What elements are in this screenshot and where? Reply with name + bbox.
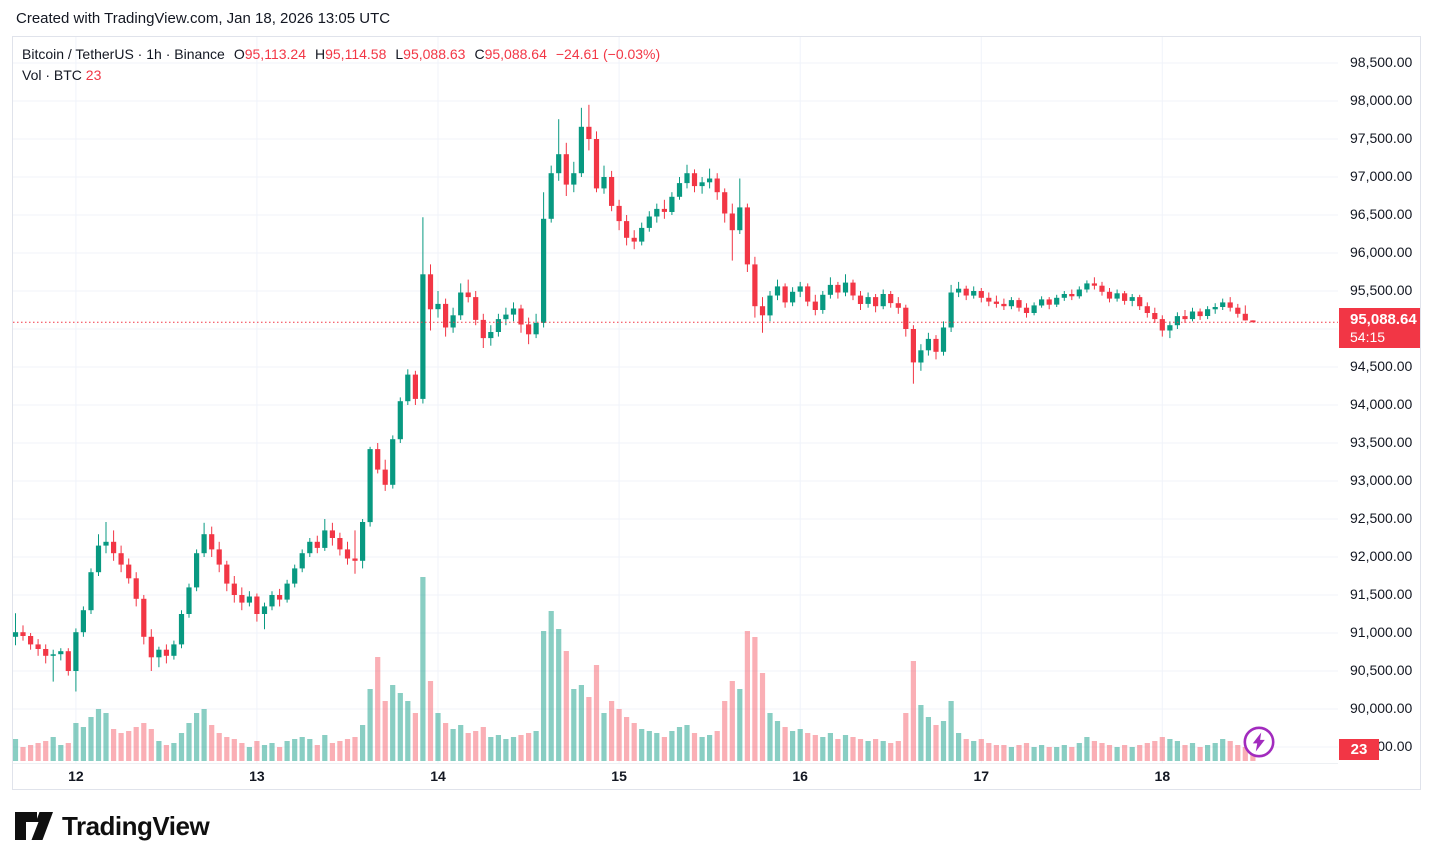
chart-widget: Bitcoin / TetherUS · 1h · Binance O95,113…	[12, 36, 1421, 790]
last-price-badge: 95,088.64 54:15	[1339, 308, 1420, 349]
boost-button[interactable]	[1242, 725, 1276, 759]
volume-label: Vol · BTC	[22, 67, 82, 83]
tradingview-logo-text: TradingView	[62, 810, 210, 841]
grid-layer	[13, 37, 1338, 763]
price-axis-label: 92,000.00	[1350, 548, 1413, 564]
time-axis-label: 13	[249, 768, 265, 784]
ohlc-close-value: 95,088.64	[484, 46, 547, 62]
ohlc-close-label: C	[474, 46, 485, 62]
change-value: −24.61 (−0.03%)	[555, 46, 661, 62]
price-axis-label: 91,000.00	[1350, 624, 1413, 640]
price-axis-label: 98,000.00	[1350, 92, 1413, 108]
time-axis-label: 12	[68, 768, 84, 784]
time-axis-label: 17	[973, 768, 990, 784]
chart-legend: Bitcoin / TetherUS · 1h · Binance O95,113…	[22, 44, 660, 86]
ohlc-open-label: O	[233, 46, 245, 62]
ohlc-low-value: 95,088.63	[403, 46, 466, 62]
price-axis-label: 95,500.00	[1350, 282, 1413, 298]
price-axis-label: 96,000.00	[1350, 244, 1413, 260]
time-axis-label: 16	[792, 768, 808, 784]
ohlc-low-label: L	[395, 46, 404, 62]
volume-axis-badge: 23	[1339, 739, 1379, 760]
legend-volume-row: Vol · BTC 23	[22, 65, 660, 86]
last-price-value: 95,088.64	[1350, 311, 1417, 329]
ohlc-high-value: 95,114.58	[325, 46, 387, 62]
price-pane-svg	[13, 37, 1338, 763]
tradingview-logo-icon	[15, 812, 53, 840]
price-axis-label: 97,500.00	[1350, 130, 1413, 146]
attribution-text: Created with TradingView.com, Jan 18, 20…	[16, 10, 391, 27]
price-axis-label: 91,500.00	[1350, 586, 1413, 602]
price-axis[interactable]: 89,500.00 90,000.00 90,500.00 91,000.00 91,5…	[1338, 37, 1421, 763]
ohlc-high-label: H	[314, 46, 326, 62]
price-axis-label: 92,500.00	[1350, 510, 1413, 526]
price-axis-label: 94,000.00	[1350, 396, 1413, 412]
symbol-title: Bitcoin / TetherUS · 1h · Binance	[22, 46, 225, 62]
volume-layer	[13, 577, 1256, 761]
price-axis-label: 93,500.00	[1350, 434, 1413, 450]
candles-layer	[13, 104, 1256, 692]
time-axis-label: 14	[430, 768, 446, 784]
chart-pane[interactable]	[13, 37, 1338, 763]
price-axis-label: 98,500.00	[1350, 54, 1413, 70]
price-axis-label: 94,500.00	[1350, 358, 1413, 374]
price-axis-label: 96,500.00	[1350, 206, 1413, 222]
time-axis[interactable]: 12 13 14 15 16 17 18	[13, 763, 1338, 791]
price-axis-label: 90,500.00	[1350, 662, 1413, 678]
time-axis-label: 15	[611, 768, 627, 784]
price-axis-label: 93,000.00	[1350, 472, 1413, 488]
ohlc-open-value: 95,113.24	[244, 46, 306, 62]
time-axis-label: 18	[1154, 768, 1171, 784]
tradingview-logo[interactable]: TradingView	[14, 810, 210, 842]
volume-value: 23	[85, 67, 102, 83]
bar-countdown: 54:15	[1350, 329, 1386, 346]
price-axis-label: 90,000.00	[1350, 700, 1413, 716]
legend-symbol-row: Bitcoin / TetherUS · 1h · Binance O95,113…	[22, 44, 660, 65]
lightning-icon	[1243, 726, 1275, 758]
price-axis-label: 97,000.00	[1350, 168, 1413, 184]
